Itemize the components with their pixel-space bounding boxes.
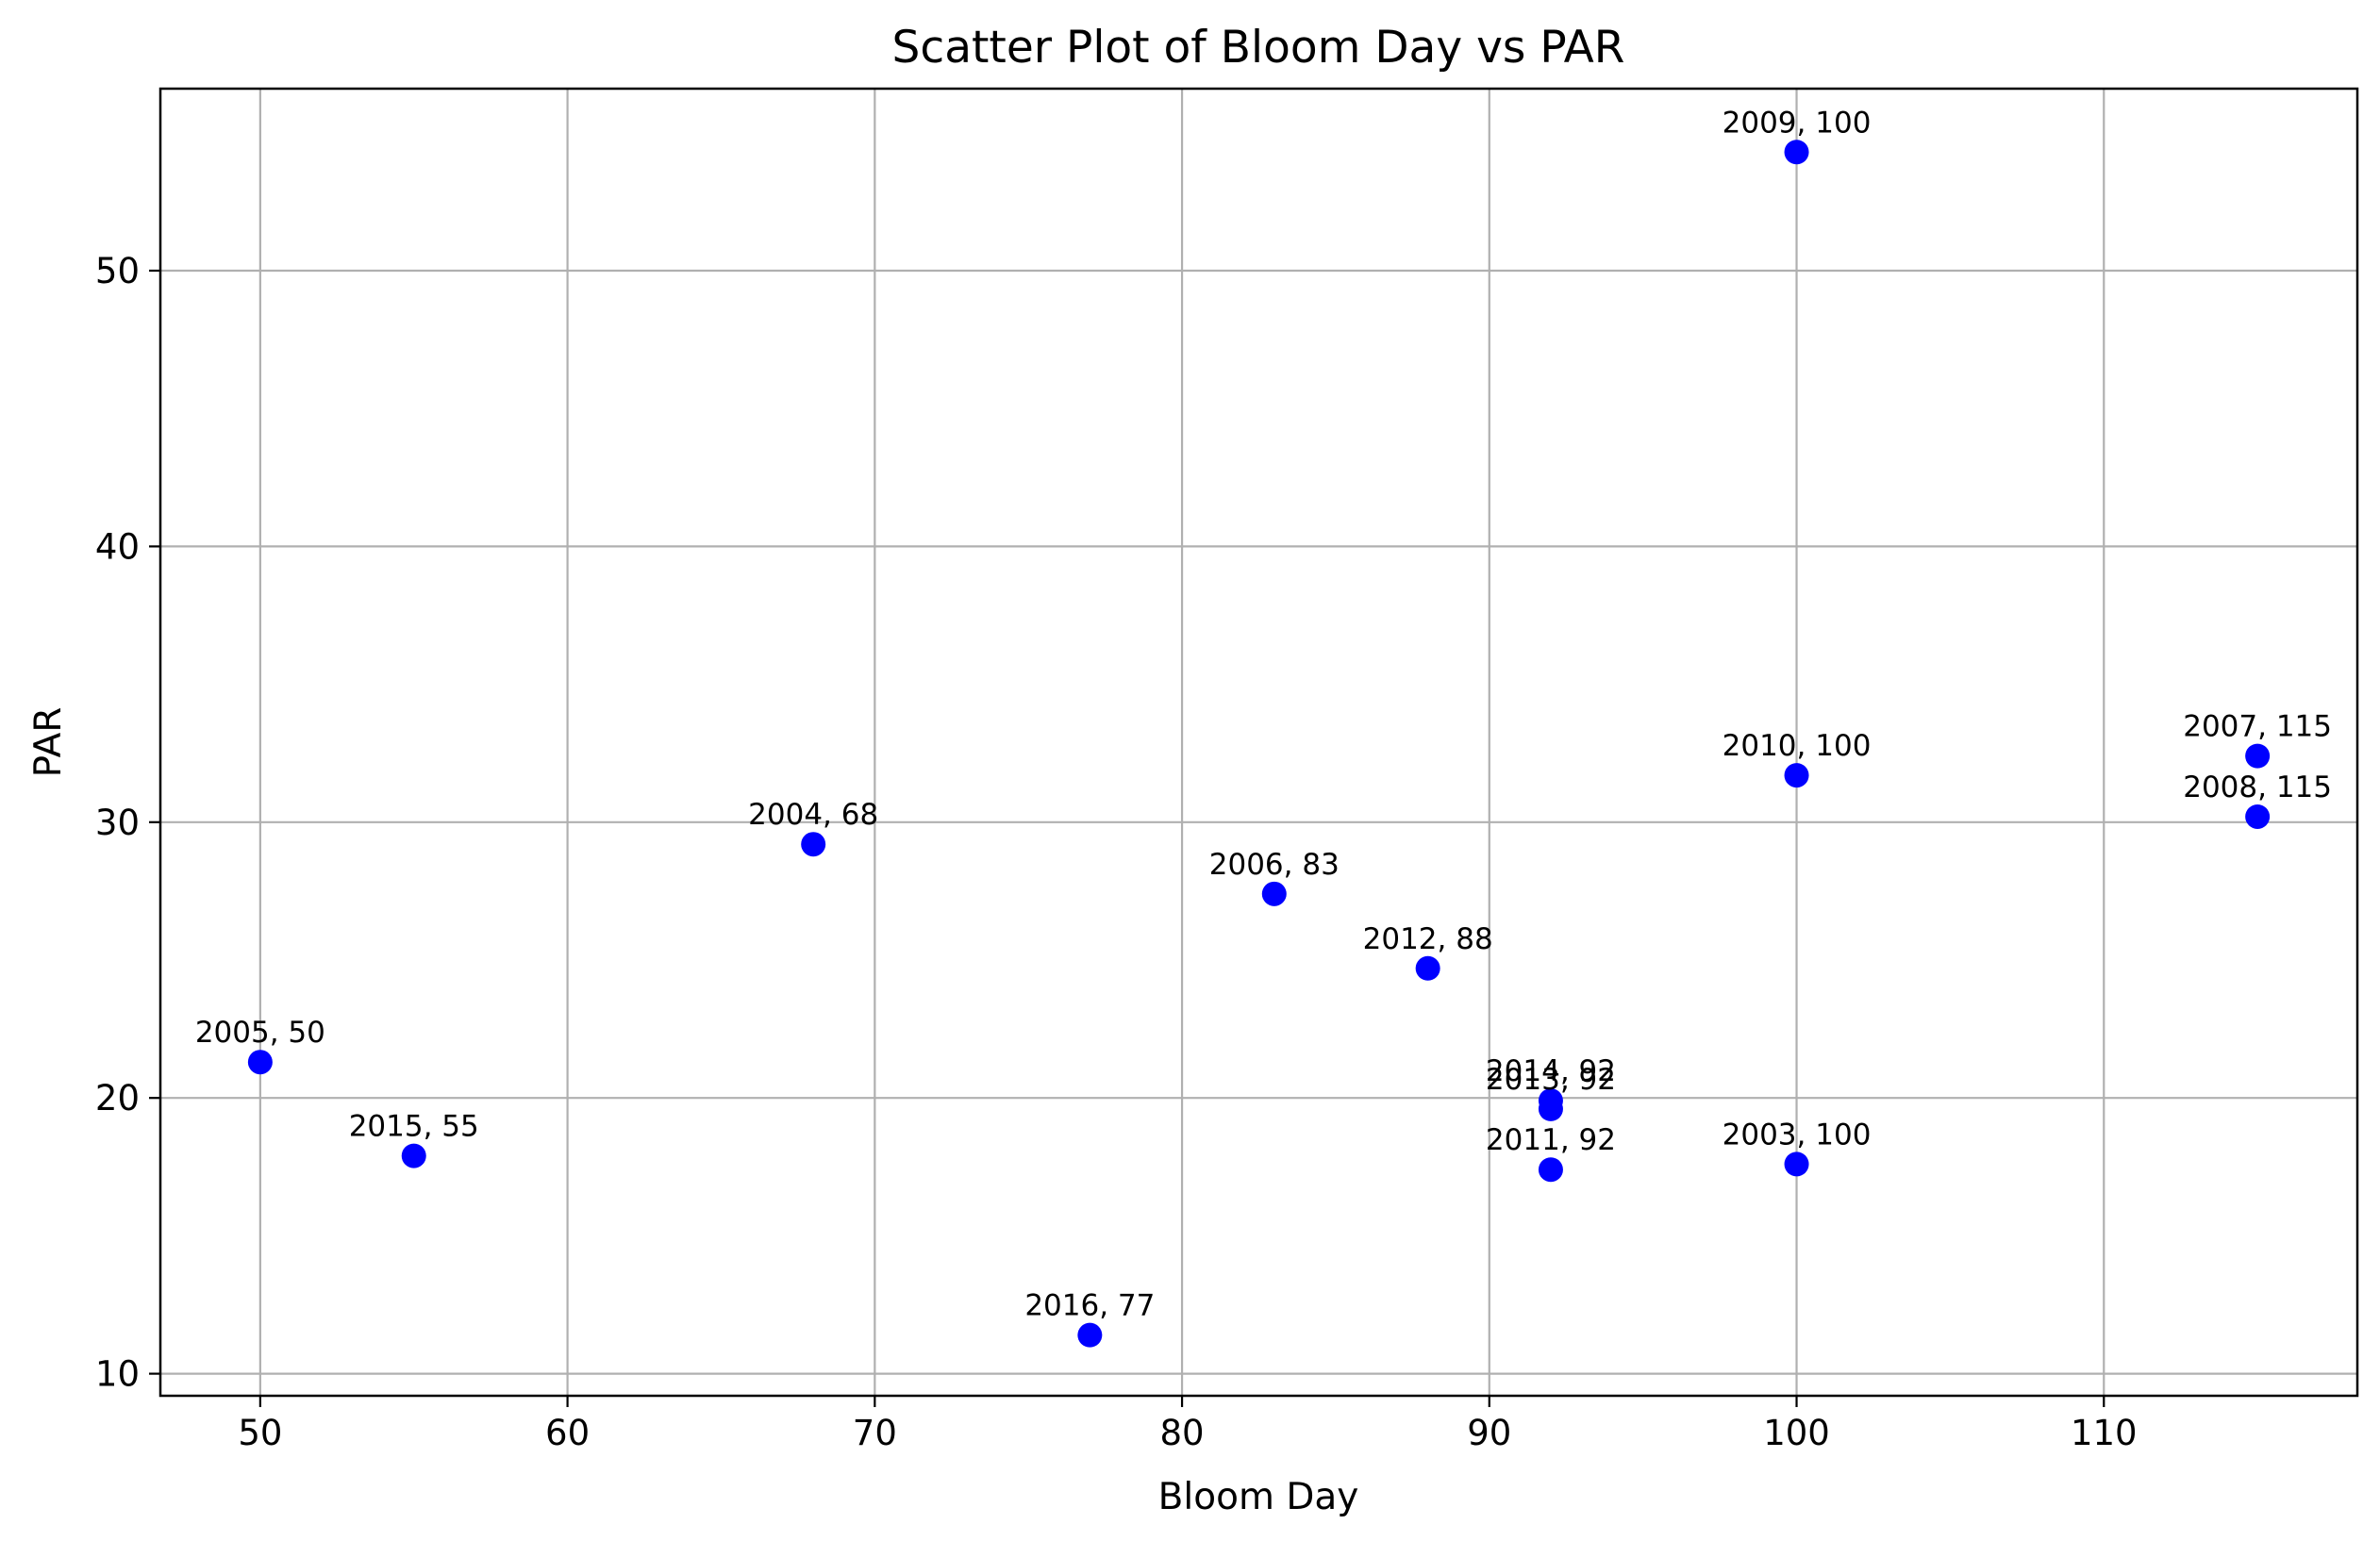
scatter-point: [1784, 140, 1809, 165]
point-label: 2016, 77: [1024, 1289, 1155, 1323]
x-tick-label: 90: [1467, 1413, 1511, 1453]
ticks-layer: 50 60 70 80 90 100 110 10 20 30 40 50: [95, 251, 2138, 1453]
point-label: 2008, 115: [2183, 770, 2332, 804]
y-tick-label: 20: [95, 1078, 140, 1118]
point-label: 2004, 68: [748, 798, 878, 832]
point-label: 2013, 92: [1486, 1063, 1616, 1097]
chart-title: Scatter Plot of Bloom Day vs PAR: [892, 22, 1625, 74]
scatter-point: [401, 1143, 426, 1168]
scatter-point: [1538, 1157, 1563, 1183]
scatter-point: [1077, 1322, 1103, 1348]
y-tick-label: 30: [95, 803, 140, 843]
scatter-point: [1538, 1096, 1563, 1121]
scatter-point: [2245, 804, 2271, 829]
scatter-point: [801, 832, 826, 857]
y-tick-label: 40: [95, 526, 140, 567]
scatter-point: [1784, 1152, 1809, 1177]
x-tick-label: 110: [2071, 1413, 2138, 1453]
point-label: 2003, 100: [1723, 1118, 1872, 1152]
point-label: 2011, 92: [1486, 1123, 1616, 1157]
plot-frame: [158, 87, 2359, 1398]
y-tick-label: 10: [95, 1354, 140, 1395]
x-tick-label: 100: [1763, 1413, 1830, 1453]
y-tick-label: 50: [95, 251, 140, 291]
grid-layer: [160, 89, 2357, 1396]
point-label: 2010, 100: [1723, 729, 1872, 763]
point-label: 2009, 100: [1723, 106, 1872, 140]
point-label: 2007, 115: [2183, 710, 2332, 744]
point-label: 2014, 92: [1486, 1054, 1616, 1088]
x-axis-label: Bloom Day: [1158, 1476, 1359, 1518]
points-layer: [247, 140, 2271, 1348]
point-label: 2005, 50: [195, 1016, 325, 1050]
x-tick-label: 50: [238, 1413, 282, 1453]
scatter-point: [2245, 743, 2271, 769]
x-tick-label: 80: [1160, 1413, 1205, 1453]
point-label: 2015, 55: [349, 1110, 479, 1144]
scatter-point: [247, 1050, 273, 1075]
scatter-point: [1261, 881, 1287, 906]
y-axis-label: PAR: [27, 707, 70, 778]
point-label: 2006, 83: [1209, 848, 1340, 882]
x-tick-label: 60: [545, 1413, 590, 1453]
point-labels-layer: 2009, 100 2007, 115 2010, 100 2008, 115 2004…: [195, 106, 2332, 1322]
x-tick-label: 70: [853, 1413, 897, 1453]
point-label: 2012, 88: [1363, 922, 1493, 956]
scatter-point: [1784, 763, 1809, 788]
scatter-point: [1415, 955, 1440, 981]
